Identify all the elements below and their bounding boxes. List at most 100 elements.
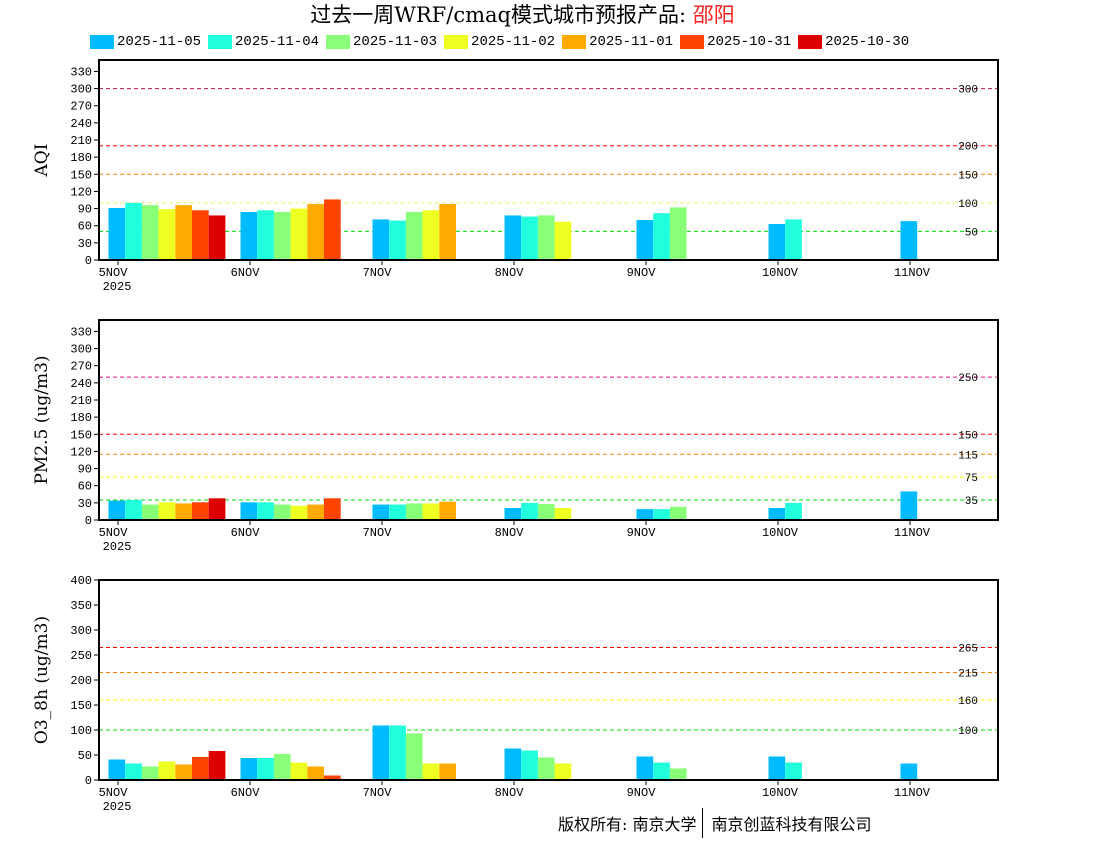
y-tick-label: 270 — [70, 360, 92, 374]
threshold-label: 150 — [958, 430, 978, 442]
y-tick-label: 60 — [78, 480, 92, 494]
legend-item: 2025-10-30 — [798, 34, 909, 50]
legend-label: 2025-11-01 — [589, 34, 674, 50]
bar-2025-10-31-5NOV — [192, 757, 209, 780]
chart-panel-2: 265 215 160 100 0 50 100 150 200 250 300 350 400 5NOV… — [32, 574, 999, 814]
title-city: 邵阳 — [692, 3, 735, 27]
x-year-label: 2025 — [103, 800, 132, 814]
bar-2025-11-05-5NOV — [108, 208, 126, 260]
y-tick-label: 350 — [70, 599, 92, 613]
bar-2025-11-05-8NOV — [504, 748, 522, 780]
x-tick-label: 5NOV — [99, 526, 129, 540]
bar-2025-10-31-6NOV — [324, 498, 341, 520]
bar-2025-11-02-8NOV — [554, 763, 572, 780]
bar-2025-11-03-5NOV — [141, 766, 159, 780]
footer-copyright: 版权所有: 南京大学 — [558, 815, 697, 834]
legend-item: 2025-11-05 — [90, 34, 201, 50]
x-tick-label: 10NOV — [762, 526, 799, 540]
y-tick-label: 0 — [85, 254, 92, 268]
plot-frame — [98, 319, 999, 521]
x-tick-label: 9NOV — [627, 786, 657, 800]
legend-label: 2025-11-03 — [353, 34, 438, 50]
y-tick-label: 150 — [70, 428, 92, 442]
threshold-label: 100 — [958, 199, 978, 211]
bar-2025-11-04-10NOV — [785, 762, 802, 780]
bar-2025-11-01-5NOV — [175, 205, 192, 260]
x-tick-label: 7NOV — [363, 526, 393, 540]
x-year-label: 2025 — [103, 540, 132, 554]
legend-swatch — [562, 35, 587, 49]
threshold-label: 150 — [958, 170, 978, 182]
bar-2025-10-30-5NOV — [208, 498, 226, 520]
threshold-label: 50 — [965, 227, 978, 239]
bar-2025-11-04-8NOV — [521, 750, 538, 780]
bar-2025-11-03-5NOV — [141, 504, 159, 520]
bar-2025-11-04-5NOV — [125, 202, 142, 260]
y-tick-label: 330 — [70, 65, 92, 79]
legend-swatch — [798, 35, 823, 49]
y-tick-label: 210 — [70, 394, 92, 408]
bar-2025-11-05-9NOV — [636, 756, 654, 780]
bar-2025-11-05-11NOV — [900, 763, 918, 780]
bar-2025-11-05-10NOV — [768, 756, 786, 780]
bar-2025-11-03-8NOV — [537, 215, 555, 260]
threshold-label: 200 — [958, 142, 978, 154]
bar-2025-11-01-6NOV — [307, 204, 324, 260]
footer-divider — [702, 808, 704, 838]
y-tick-label: 300 — [70, 624, 92, 638]
bar-2025-10-31-6NOV — [324, 775, 341, 780]
bar-2025-11-05-5NOV — [108, 500, 126, 520]
legend-item: 2025-11-03 — [326, 34, 437, 50]
bar-2025-10-31-5NOV — [192, 502, 209, 520]
bar-2025-11-04-10NOV — [785, 219, 802, 260]
x-tick-label: 10NOV — [762, 786, 799, 800]
y-tick-label: 200 — [70, 674, 92, 688]
legend-label: 2025-10-31 — [707, 34, 792, 50]
y-axis-label: PM2.5 (ug/m3) — [32, 355, 52, 484]
y-tick-label: 150 — [70, 699, 92, 713]
legend: 2025-11-05 2025-11-04 2025-11-03 2025-11-02… — [90, 34, 916, 50]
x-tick-label: 5NOV — [99, 266, 129, 280]
legend-swatch — [326, 35, 351, 49]
y-tick-label: 120 — [70, 445, 92, 459]
y-tick-label: 0 — [85, 514, 92, 528]
threshold-label: 100 — [958, 726, 978, 738]
legend-swatch — [444, 35, 469, 49]
threshold-label: 265 — [958, 644, 978, 656]
bar-2025-11-05-10NOV — [768, 224, 786, 260]
y-tick-label: 300 — [70, 343, 92, 357]
threshold-label: 115 — [958, 450, 978, 462]
legend-swatch — [208, 35, 233, 49]
y-tick-label: 210 — [70, 134, 92, 148]
legend-swatch — [90, 35, 114, 49]
y-tick-label: 400 — [70, 574, 92, 588]
bar-2025-11-03-7NOV — [405, 503, 423, 520]
bar-2025-11-05-9NOV — [636, 220, 654, 260]
bar-2025-11-04-9NOV — [653, 509, 670, 520]
x-tick-label: 7NOV — [363, 786, 393, 800]
y-tick-label: 120 — [70, 185, 92, 199]
bar-2025-11-02-7NOV — [422, 210, 440, 260]
bar-2025-11-04-7NOV — [389, 504, 406, 520]
bar-2025-11-05-6NOV — [240, 502, 258, 520]
y-tick-label: 180 — [70, 151, 92, 165]
bar-2025-11-04-8NOV — [521, 216, 538, 260]
x-tick-label: 11NOV — [894, 266, 931, 280]
bar-2025-10-30-5NOV — [208, 751, 226, 780]
y-tick-label: 250 — [70, 649, 92, 663]
x-tick-label: 11NOV — [894, 526, 931, 540]
bar-2025-11-05-6NOV — [240, 758, 258, 780]
threshold-label: 215 — [958, 669, 978, 681]
x-tick-label: 8NOV — [495, 526, 525, 540]
bar-2025-11-04-6NOV — [257, 758, 274, 780]
y-axis-label: AQI — [32, 144, 52, 178]
x-tick-label: 5NOV — [99, 786, 129, 800]
bar-2025-11-01-7NOV — [439, 204, 456, 260]
x-year-label: 2025 — [103, 280, 132, 294]
bar-2025-11-03-7NOV — [405, 212, 423, 260]
bar-2025-11-05-9NOV — [636, 509, 654, 520]
bar-2025-11-02-5NOV — [158, 502, 176, 520]
bar-2025-11-05-11NOV — [900, 221, 918, 260]
chart-panel-0: 300 200 150 100 50 0 30 60 90 120 150 180 210 240 270 3… — [32, 59, 999, 294]
bar-2025-11-05-7NOV — [372, 504, 390, 520]
